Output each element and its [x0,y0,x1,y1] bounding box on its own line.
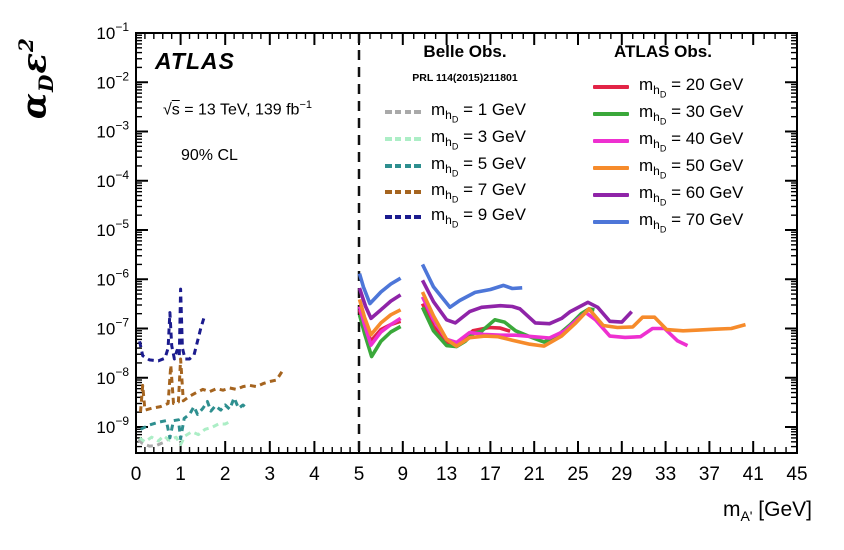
x-tick-label: 25 [567,464,588,485]
y-tick-label: 10−3 [96,119,129,142]
legend-belle-subtitle: PRL 114(2015)211801 [412,72,518,84]
luminosity-label: √s = 13 TeV, 139 fb−1 [163,99,312,119]
x-axis-label-unit: [GeV] [752,498,812,521]
legend-swatch-belle-3gev [385,137,421,141]
legend-item-belle-1gev: mhD = 1 GeV [385,100,526,124]
inverse-fb-exponent: −1 [299,99,312,111]
curve-belle-mhd-1gev [137,438,169,448]
curve-atlas-mhd-30gev [357,314,402,359]
x-axis-label: mA' [GeV] [620,498,812,524]
curve-atlas-mhd-50gev [420,291,746,348]
x-tick-label: 3 [265,464,276,485]
curve-atlas-mhd-70gev [420,263,523,310]
y-axis-label: αDε2 [14,0,58,168]
curve-atlas-mhd-60gev [357,287,402,321]
x-tick-label: 17 [480,464,501,485]
y-tick-label: 10−7 [96,316,129,339]
confidence-level-label: 90% CL [181,147,238,164]
legend-item-atlas-20gev: mhD = 20 GeV [593,75,743,99]
legend-atlas: ATLAS Obs. mhD = 20 GeV mhD = 30 GeV mhD… [588,42,778,252]
x-tick-label: 0 [131,464,142,485]
experiment-label: ATLAS [155,48,235,74]
y-tick-label: 10−4 [96,168,129,191]
legend-swatch-atlas-60gev [593,193,629,197]
y-tick-label: 10−1 [96,20,129,43]
legend-swatch-atlas-70gev [593,220,629,224]
x-tick-label: 21 [524,464,545,485]
legend-atlas-title: ATLAS Obs. [614,42,712,61]
y-tick-label: 10−5 [96,217,129,240]
x-tick-label: 13 [436,464,457,485]
legend-swatch-belle-9gev [385,215,421,219]
curve-belle-mhd-3gev [138,419,233,447]
curve-belle-mhd-9gev [138,287,206,363]
x-tick-label: 4 [309,464,320,485]
y-axis-label-epsilon-sup: 2 [13,37,38,52]
legend-swatch-atlas-30gev [593,112,629,116]
legend-item-atlas-40gev: mhD = 40 GeV [593,129,743,153]
plot-frame [135,32,798,454]
x-tick-label: 5 [354,464,365,485]
legend-item-atlas-50gev: mhD = 50 GeV [593,156,743,180]
y-tick-label: 10−2 [96,69,129,92]
legend-item-atlas-30gev: mhD = 30 GeV [593,102,743,126]
y-axis-label-alpha-sub: D [34,73,59,92]
sqrt-sign: √ [163,101,172,119]
x-tick-label: 9 [398,464,409,485]
x-tick-label: 45 [786,464,807,485]
x-axis-label-main: m [722,498,741,521]
x-tick-label: 33 [655,464,676,485]
legend-item-atlas-60gev: mhD = 60 GeV [593,183,743,207]
legend-item-belle-7gev: mhD = 7 GeV [385,180,526,204]
legend-swatch-atlas-40gev [593,139,629,143]
luminosity-text: = 13 TeV, 139 fb [179,101,300,119]
curve-belle-mhd-7gev [139,357,285,413]
y-axis-label-epsilon: ε [14,51,55,74]
x-tick-label: 29 [611,464,632,485]
legend-item-belle-9gev: mhD = 9 GeV [385,205,526,229]
legend-item-belle-3gev: mhD = 3 GeV [385,127,526,151]
curve-atlas-mhd-70gev [357,273,402,306]
legend-item-belle-5gev: mhD = 5 GeV [385,154,526,178]
curve-belle-mhd-5gev [139,396,249,441]
y-axis-label-alpha: α [14,91,55,120]
curve-atlas-mhd-60gev [420,279,634,326]
curve-atlas-mhd-40gev [357,306,402,347]
legend-swatch-atlas-50gev [593,166,629,170]
x-axis-label-sub: A' [740,508,753,525]
x-tick-label: 1 [175,464,186,485]
sqrt-s: s [171,101,180,119]
legend-swatch-atlas-20gev [593,85,629,89]
legend-swatch-belle-1gev [385,110,421,114]
legend-item-atlas-70gev: mhD = 70 GeV [593,210,743,234]
x-tick-label: 41 [743,464,764,485]
x-tick-label: 37 [699,464,720,485]
curve-atlas-mhd-50gev [357,298,402,337]
legend-swatch-belle-7gev [385,190,421,194]
legend-belle: Belle Obs. PRL 114(2015)211801 mhD = 1 G… [380,42,550,242]
legend-belle-title: Belle Obs. [423,42,507,61]
y-tick-label: 10−6 [96,266,129,289]
y-tick-label: 10−9 [96,414,129,437]
x-tick-label: 2 [220,464,231,485]
legend-swatch-belle-5gev [385,164,421,168]
y-tick-label: 10−8 [96,365,129,388]
